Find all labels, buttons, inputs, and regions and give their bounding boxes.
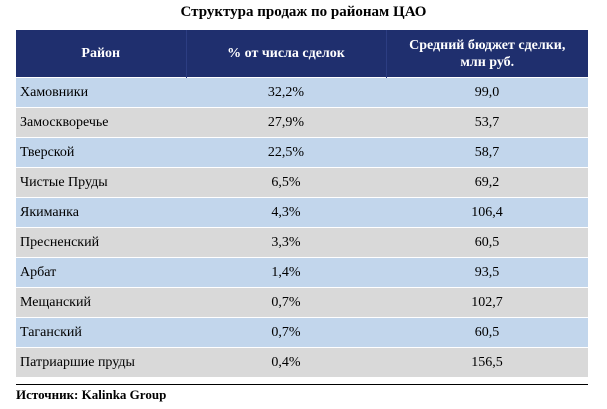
cell-district: Патриаршие пруды [16,347,186,378]
header-district: Район [16,30,187,78]
cell-share: 1,4% [186,257,386,288]
cell-district: Арбат [16,257,186,288]
header-budget-line2: млн руб. [460,54,515,70]
cell-share: 0,4% [186,347,386,378]
cell-budget: 156,5 [386,347,588,378]
cell-district: Якиманка [16,197,186,228]
header-budget-line1: Средний бюджет сделки, [409,37,566,53]
cell-budget: 53,7 [386,107,588,138]
cell-share: 0,7% [186,287,386,318]
cell-district: Замоскворечье [16,107,186,138]
cell-district: Чистые Пруды [16,167,186,198]
cell-budget: 99,0 [386,77,588,108]
cell-share: 27,9% [186,107,386,138]
cell-budget: 69,2 [386,167,588,198]
header-share: % от числа сделок [186,30,387,78]
cell-share: 32,2% [186,77,386,108]
table-header-row: Район % от числа сделок Средний бюджет с… [16,30,588,78]
cell-district: Мещанский [16,287,186,318]
table-row: Таганский 0,7% 60,5 [16,317,588,348]
table-row: Чистые Пруды 6,5% 69,2 [16,167,588,198]
table-row: Замоскворечье 27,9% 53,7 [16,107,588,138]
source-note: Источник: Kalinka Group [16,387,167,402]
table-row: Тверской 22,5% 58,7 [16,137,588,168]
cell-budget: 60,5 [386,317,588,348]
cell-district: Хамовники [16,77,186,108]
source-divider [16,384,588,385]
cell-budget: 106,4 [386,197,588,228]
table-row: Хамовники 32,2% 99,0 [16,77,588,108]
cell-share: 22,5% [186,137,386,168]
cell-district: Таганский [16,317,186,348]
header-budget: Средний бюджет сделки, млн руб. [386,30,588,78]
cell-share: 3,3% [186,227,386,258]
cell-budget: 60,5 [386,227,588,258]
cell-share: 6,5% [186,167,386,198]
table-row: Якиманка 4,3% 106,4 [16,197,588,228]
table-row: Патриаршие пруды 0,4% 156,5 [16,347,588,378]
cell-budget: 102,7 [386,287,588,318]
cell-budget: 93,5 [386,257,588,288]
cell-share: 4,3% [186,197,386,228]
sales-structure-table: Район % от числа сделок Средний бюджет с… [16,30,588,378]
table-title: Структура продаж по районам ЦАО [180,4,427,20]
table-row: Арбат 1,4% 93,5 [16,257,588,288]
cell-district: Пресненский [16,227,186,258]
table-row: Пресненский 3,3% 60,5 [16,227,588,258]
cell-share: 0,7% [186,317,386,348]
table-row: Мещанский 0,7% 102,7 [16,287,588,318]
cell-district: Тверской [16,137,186,168]
cell-budget: 58,7 [386,137,588,168]
